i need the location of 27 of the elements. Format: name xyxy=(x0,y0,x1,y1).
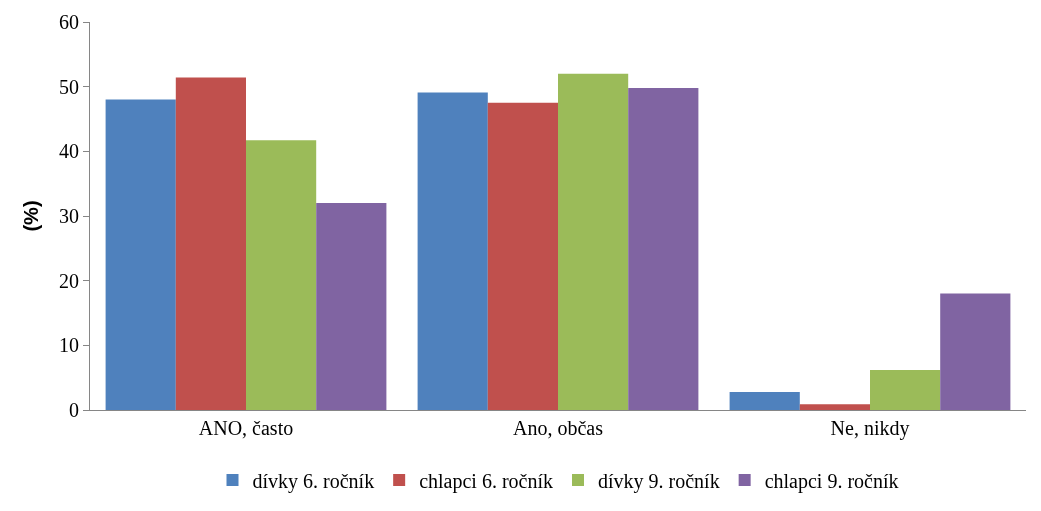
bar xyxy=(870,369,941,410)
bar xyxy=(558,73,629,410)
x-tick-label: Ano, občas xyxy=(513,417,604,439)
x-tick-label: Ne, nikdy xyxy=(830,417,910,440)
y-tick-label: 20 xyxy=(59,269,79,292)
bar xyxy=(246,140,317,410)
bar xyxy=(417,92,488,410)
bar xyxy=(175,77,246,410)
bar xyxy=(316,203,387,410)
bar xyxy=(105,99,176,410)
bar xyxy=(729,391,800,410)
legend-label: chlapci 9. ročník xyxy=(764,469,899,493)
bar xyxy=(940,293,1011,410)
y-tick-label: 0 xyxy=(69,399,79,421)
legend-label: dívky 9. ročník xyxy=(598,469,720,493)
y-axis-title: (%) xyxy=(19,200,42,232)
bar xyxy=(799,404,870,410)
x-tick-label: ANO, často xyxy=(198,417,294,439)
y-tick-label: 40 xyxy=(59,140,79,163)
legend-label: dívky 6. ročník xyxy=(252,469,375,493)
y-tick-label: 10 xyxy=(59,334,79,357)
legend-label: chlapci 6. ročník xyxy=(419,469,553,493)
bar xyxy=(487,102,558,410)
y-tick-label: 30 xyxy=(59,205,79,227)
y-tick-label: 60 xyxy=(59,11,79,33)
y-tick-label: 50 xyxy=(59,75,79,98)
bar xyxy=(628,87,699,410)
